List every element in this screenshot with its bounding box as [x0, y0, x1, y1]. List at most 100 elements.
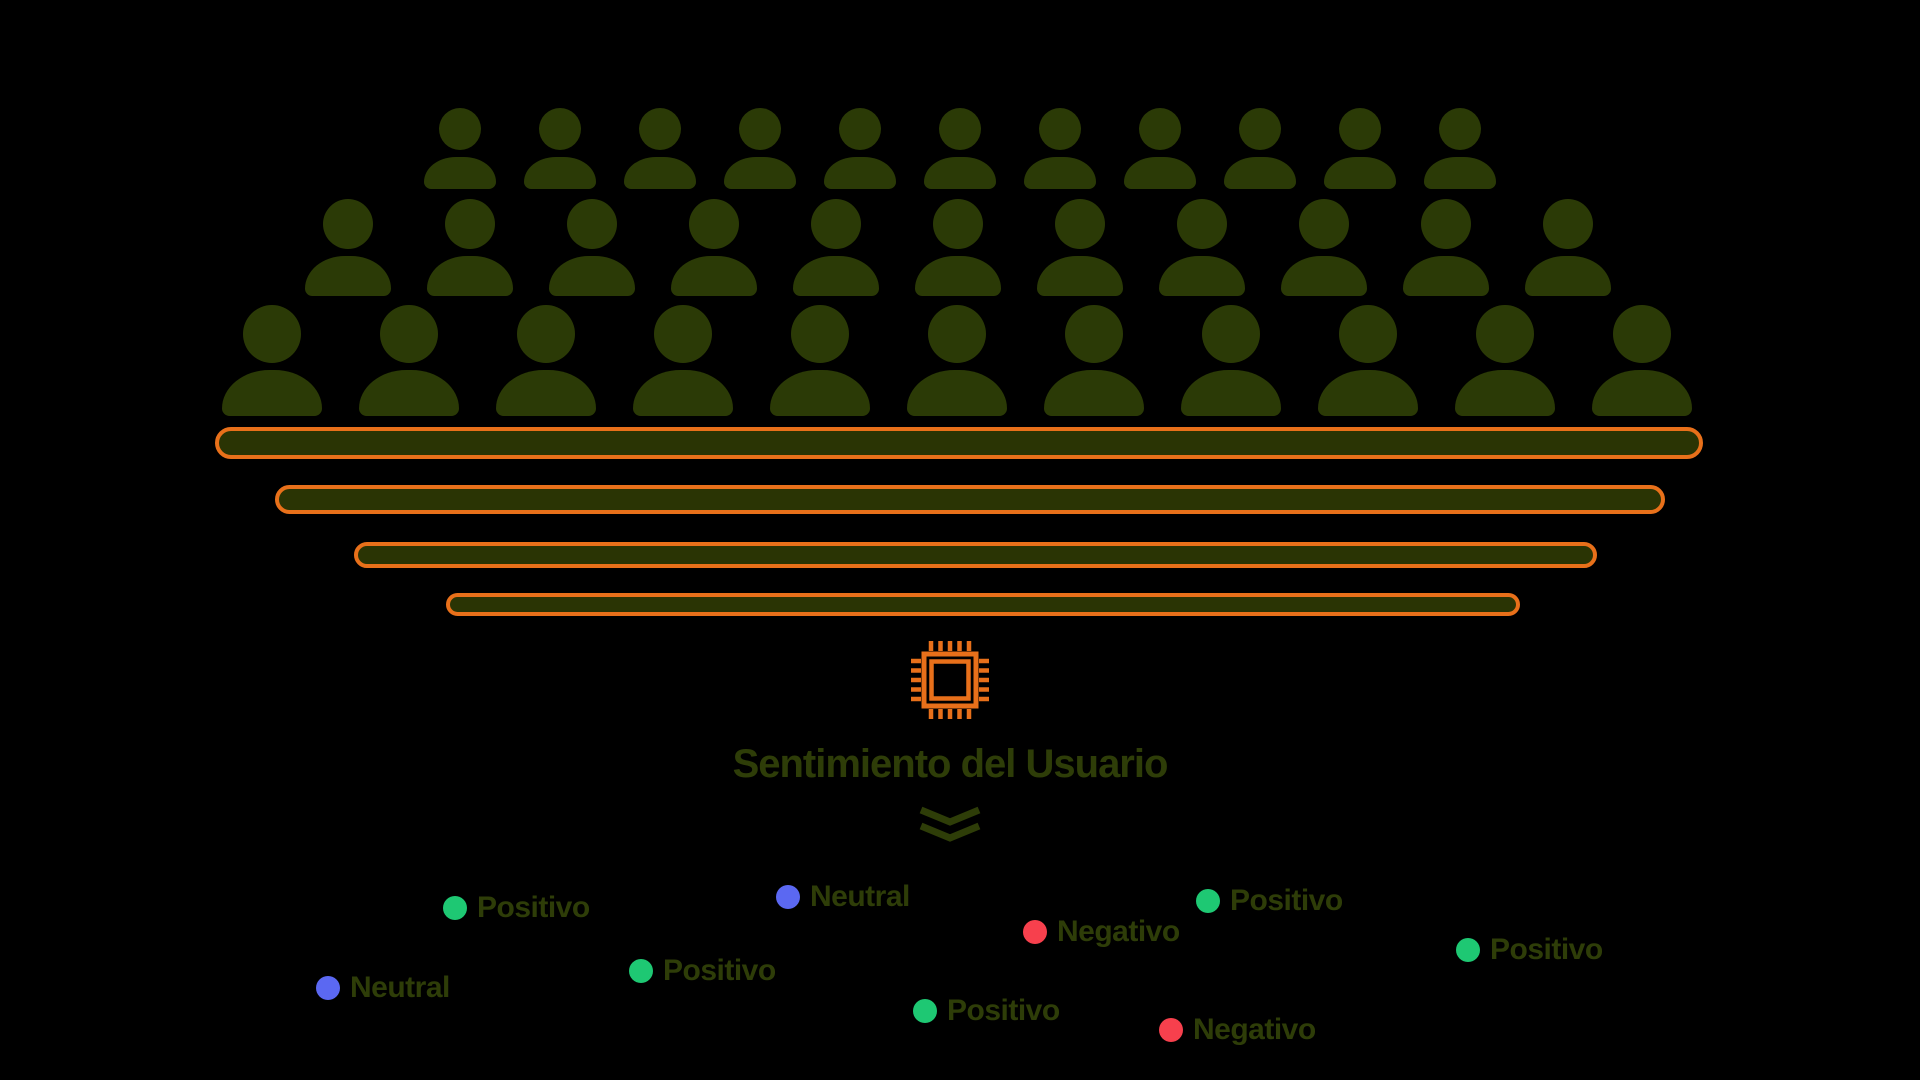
- person-head: [1139, 108, 1181, 150]
- person-torso: [1525, 256, 1611, 296]
- person-torso: [496, 370, 596, 416]
- person-icon: [793, 199, 879, 296]
- chip-icon: [911, 641, 989, 719]
- person-head: [791, 305, 849, 363]
- person-torso: [1424, 157, 1496, 189]
- person-torso: [1281, 256, 1367, 296]
- person-icon: [1124, 108, 1196, 189]
- person-icon: [1592, 305, 1692, 416]
- sentiment-item-negative: Negativo: [1159, 1013, 1316, 1047]
- sentiment-item-neutral: Neutral: [316, 971, 450, 1005]
- person-head: [1065, 305, 1123, 363]
- person-head: [1202, 305, 1260, 363]
- funnel-bar: [215, 427, 1703, 459]
- person-icon: [427, 199, 513, 296]
- sentiment-item-positive: Positivo: [629, 954, 776, 988]
- person-icon: [915, 199, 1001, 296]
- person-torso: [1224, 157, 1296, 189]
- person-icon: [1159, 199, 1245, 296]
- double-chevron-down-icon: [919, 806, 981, 842]
- person-head: [539, 108, 581, 150]
- person-head: [1177, 199, 1227, 249]
- person-torso: [724, 157, 796, 189]
- person-torso: [633, 370, 733, 416]
- person-torso: [305, 256, 391, 296]
- person-head: [1055, 199, 1105, 249]
- person-head: [567, 199, 617, 249]
- person-icon: [496, 305, 596, 416]
- person-head: [839, 108, 881, 150]
- person-head: [739, 108, 781, 150]
- sentiment-dot-positive: [443, 896, 467, 920]
- person-icon: [1024, 108, 1096, 189]
- person-torso: [359, 370, 459, 416]
- person-icon: [1455, 305, 1555, 416]
- person-torso: [924, 157, 996, 189]
- person-torso: [1159, 256, 1245, 296]
- sentiment-item-positive: Positivo: [1196, 884, 1343, 918]
- person-icon: [924, 108, 996, 189]
- person-icon: [824, 108, 896, 189]
- person-icon: [671, 199, 757, 296]
- sentiment-item-positive: Positivo: [1456, 933, 1603, 967]
- person-torso: [1324, 157, 1396, 189]
- person-torso: [1037, 256, 1123, 296]
- person-torso: [1318, 370, 1418, 416]
- person-torso: [624, 157, 696, 189]
- person-torso: [824, 157, 896, 189]
- person-icon: [1281, 199, 1367, 296]
- sentiment-dot-negative: [1159, 1018, 1183, 1042]
- sentiment-dot-positive: [1456, 938, 1480, 962]
- person-icon: [1324, 108, 1396, 189]
- person-icon: [524, 108, 596, 189]
- person-head: [1439, 108, 1481, 150]
- sentiment-label: Positivo: [663, 954, 776, 987]
- person-icon: [1525, 199, 1611, 296]
- person-icon: [549, 199, 635, 296]
- person-torso: [1044, 370, 1144, 416]
- person-icon: [424, 108, 496, 189]
- sentiment-dot-neutral: [316, 976, 340, 1000]
- funnel-bar: [446, 593, 1520, 616]
- sentiment-item-negative: Negativo: [1023, 915, 1180, 949]
- person-torso: [549, 256, 635, 296]
- funnel-bar: [354, 542, 1597, 568]
- sentiment-dot-positive: [629, 959, 653, 983]
- person-head: [939, 108, 981, 150]
- person-torso: [1124, 157, 1196, 189]
- person-head: [654, 305, 712, 363]
- person-icon: [1424, 108, 1496, 189]
- person-head: [1543, 199, 1593, 249]
- person-torso: [793, 256, 879, 296]
- person-head: [1039, 108, 1081, 150]
- sentiment-label: Positivo: [1230, 884, 1343, 917]
- person-head: [243, 305, 301, 363]
- sentiment-item-positive: Positivo: [443, 891, 590, 925]
- person-torso: [424, 157, 496, 189]
- person-torso: [907, 370, 1007, 416]
- person-head: [1476, 305, 1534, 363]
- person-torso: [1592, 370, 1692, 416]
- person-head: [1613, 305, 1671, 363]
- person-icon: [1044, 305, 1144, 416]
- person-icon: [1037, 199, 1123, 296]
- person-icon: [305, 199, 391, 296]
- person-icon: [1181, 305, 1281, 416]
- person-icon: [359, 305, 459, 416]
- person-head: [1339, 108, 1381, 150]
- sentiment-label: Positivo: [477, 891, 590, 924]
- person-head: [323, 199, 373, 249]
- person-torso: [1455, 370, 1555, 416]
- person-head: [1239, 108, 1281, 150]
- person-head: [1299, 199, 1349, 249]
- person-head: [1339, 305, 1397, 363]
- person-head: [689, 199, 739, 249]
- person-torso: [1181, 370, 1281, 416]
- person-head: [928, 305, 986, 363]
- person-head: [380, 305, 438, 363]
- person-icon: [624, 108, 696, 189]
- person-torso: [524, 157, 596, 189]
- sentiment-dot-negative: [1023, 920, 1047, 944]
- person-head: [445, 199, 495, 249]
